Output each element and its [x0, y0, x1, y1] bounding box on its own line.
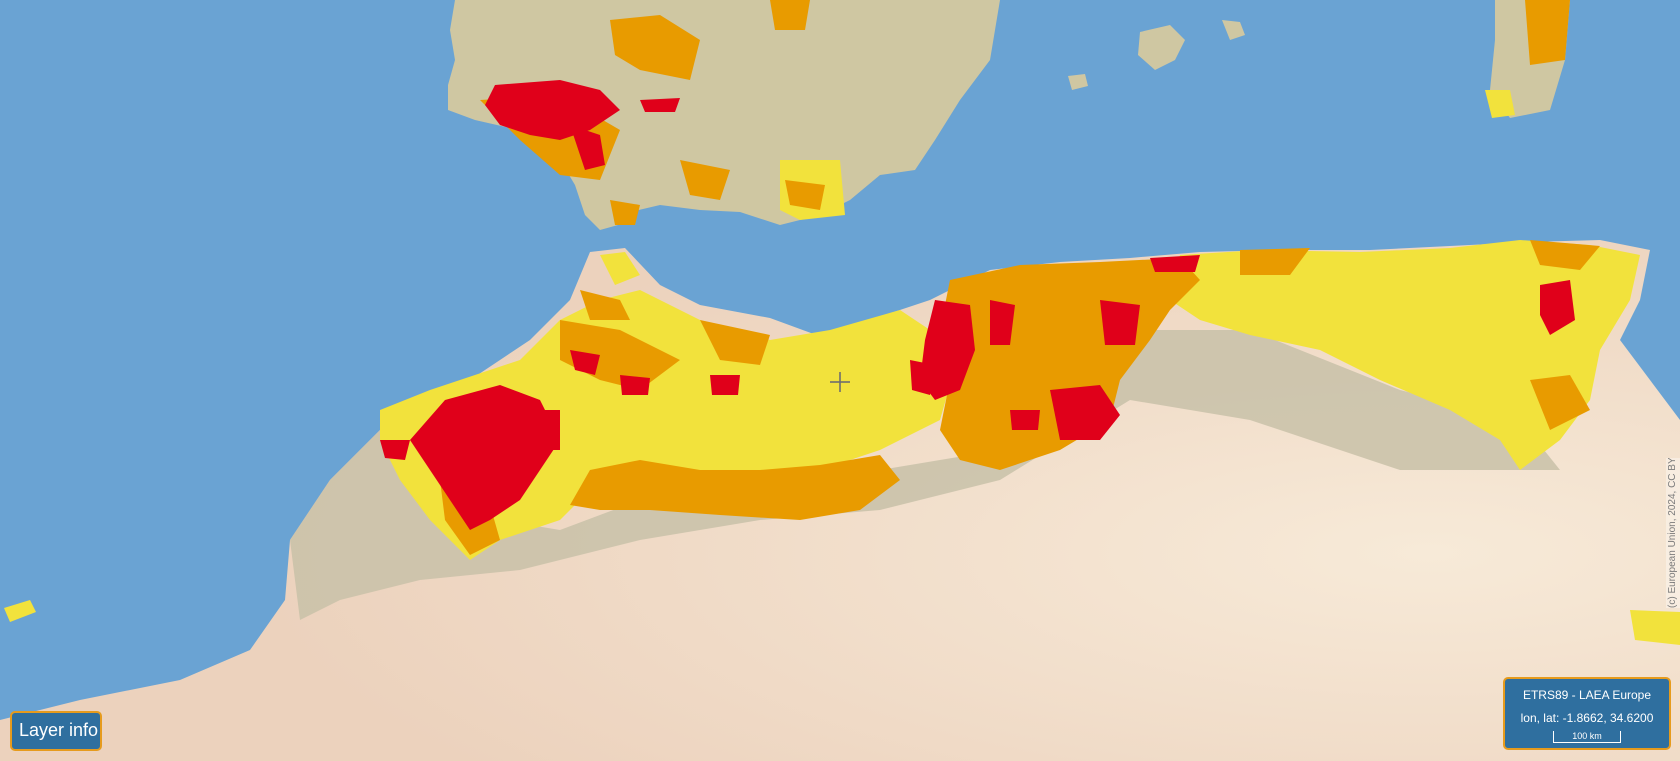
projection-label: ETRS89 - LAEA Europe	[1522, 688, 1652, 702]
layer-info-button[interactable]: Layer info	[10, 711, 102, 751]
layer-info-label: Layer info	[19, 720, 99, 740]
scale-bar: 100 km	[1553, 731, 1621, 743]
land-canary	[4, 600, 36, 622]
land-balearic	[1138, 25, 1185, 70]
map-attribution: (c) European Union, 2024, CC BY	[1666, 458, 1680, 608]
lonlat-readout: lon, lat: -1.8662, 34.6200	[1520, 711, 1654, 725]
crosshair-icon	[830, 372, 850, 392]
land-ibiza	[1068, 74, 1088, 90]
class-high-areas	[380, 80, 1575, 530]
attribution-text: (c) European Union, 2024, CC BY	[1667, 458, 1678, 608]
atlas-relief	[290, 330, 1560, 620]
coordinates-panel: ETRS89 - LAEA Europe lon, lat: -1.8662, …	[1503, 677, 1671, 750]
scale-label: 100 km	[1572, 731, 1602, 741]
land-balearic-small	[1222, 20, 1245, 40]
